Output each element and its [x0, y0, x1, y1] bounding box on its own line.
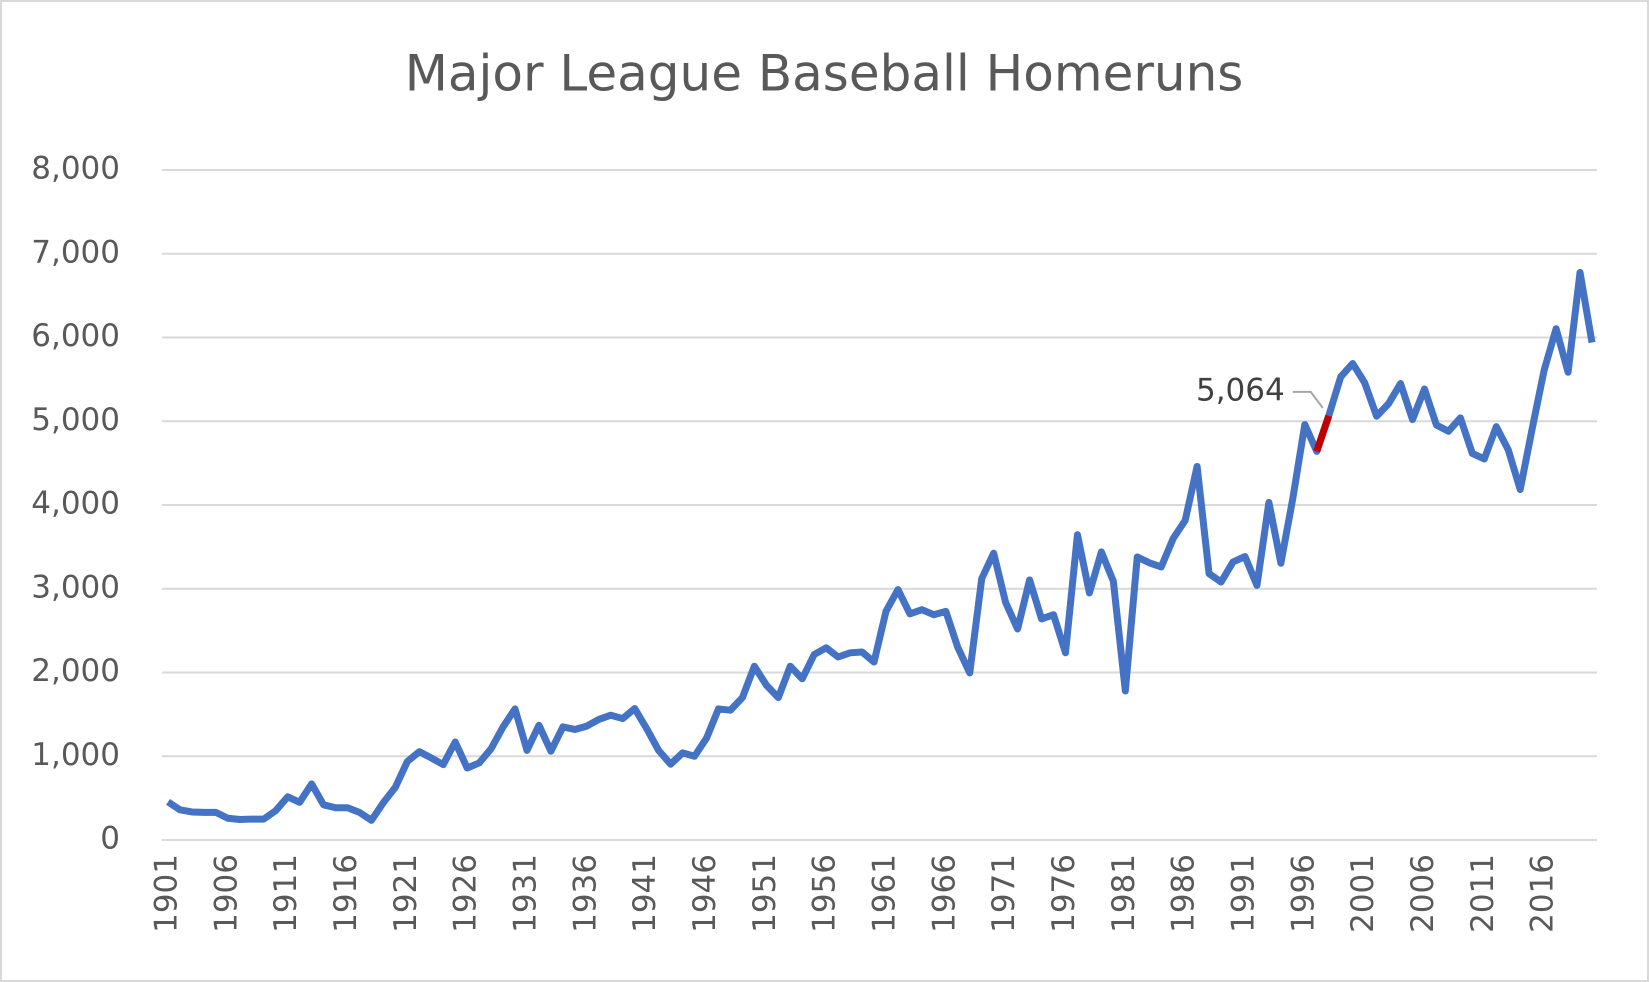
x-tick-label: 1961	[866, 854, 902, 933]
x-tick-label: 2006	[1405, 854, 1441, 933]
x-tick-label: 1991	[1225, 854, 1261, 933]
x-tick-label: 1901	[149, 854, 185, 933]
data-label: 5,064	[1196, 372, 1285, 408]
y-tick-label: 4,000	[31, 486, 120, 522]
y-tick-label: 5,000	[31, 402, 120, 438]
x-tick-label: 1916	[328, 854, 364, 933]
x-tick-label: 2016	[1525, 854, 1561, 933]
x-tick-label: 1936	[567, 854, 603, 933]
x-tick-label: 1921	[388, 854, 424, 933]
y-tick-label: 6,000	[31, 318, 120, 354]
y-tick-label: 0	[100, 821, 120, 857]
y-tick-label: 3,000	[31, 569, 120, 605]
x-tick-label: 1981	[1106, 854, 1142, 933]
x-tick-label: 1956	[807, 854, 843, 933]
x-tick-label: 1951	[747, 854, 783, 933]
x-tick-label: 1976	[1046, 854, 1082, 933]
x-tick-label: 1911	[268, 854, 304, 933]
x-tick-label: 1996	[1285, 854, 1321, 933]
y-tick-label: 7,000	[31, 234, 120, 270]
chart-title: Major League Baseball Homeruns	[405, 45, 1244, 103]
x-tick-label: 1946	[687, 854, 723, 933]
x-tick-label: 2011	[1465, 854, 1501, 933]
line-series	[166, 269, 1596, 824]
x-tick-label: 1931	[507, 854, 543, 933]
y-tick-label: 2,000	[31, 653, 120, 689]
x-tick-label: 1926	[448, 854, 484, 933]
x-tick-label: 2001	[1345, 854, 1381, 933]
x-tick-label: 1906	[208, 854, 244, 933]
y-tick-label: 8,000	[31, 151, 120, 187]
x-tick-label: 1971	[986, 854, 1022, 933]
x-tick-label: 1986	[1166, 854, 1202, 933]
leader-line	[1292, 390, 1324, 409]
highlight-segment	[1313, 414, 1333, 453]
x-tick-label: 1966	[926, 854, 962, 933]
x-tick-label: 1941	[627, 854, 663, 933]
y-tick-label: 1,000	[31, 737, 120, 773]
